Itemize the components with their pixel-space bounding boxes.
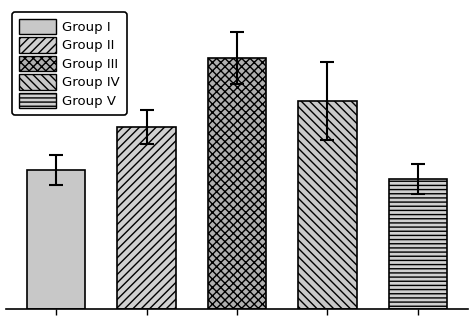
Bar (27, 170, 85, 309)
Bar (298, 101, 357, 309)
Legend: Group I, Group II, Group III, Group IV, Group V: Group I, Group II, Group III, Group IV, … (12, 12, 127, 115)
Bar (208, 58, 266, 309)
Bar (117, 127, 176, 309)
Bar (389, 179, 447, 309)
